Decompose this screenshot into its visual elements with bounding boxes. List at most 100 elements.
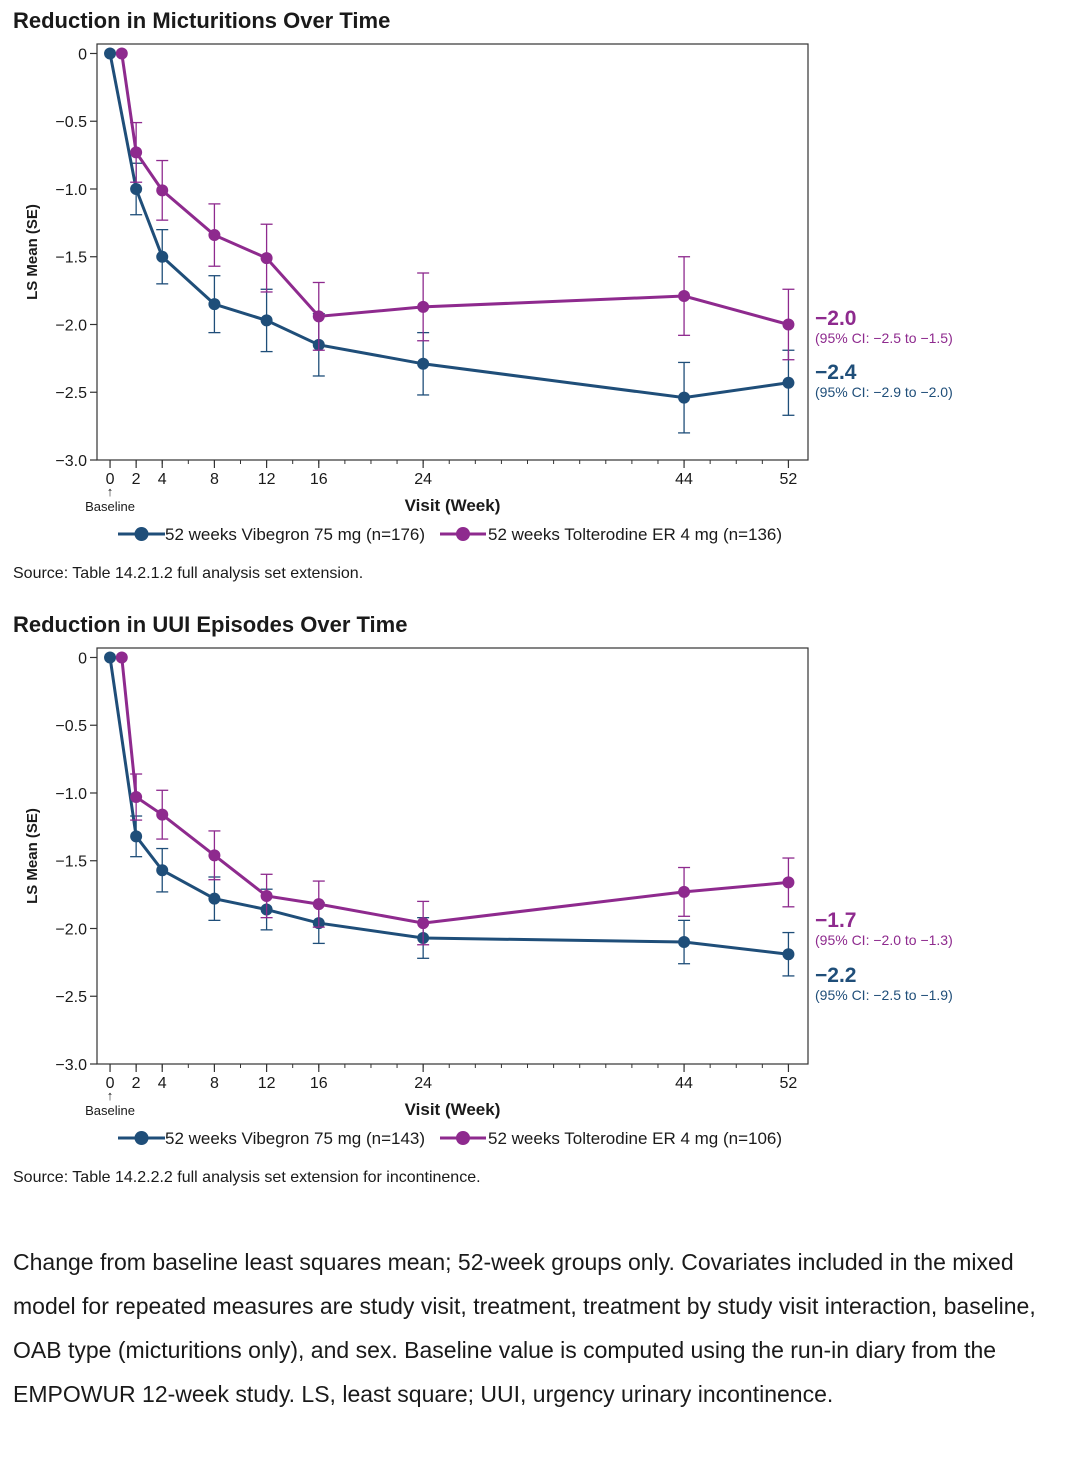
x-tick-label: 4: [158, 471, 167, 488]
series-tolterodine: [115, 651, 795, 946]
x-tick-label: 8: [210, 1075, 219, 1092]
y-tick-label: −2.5: [55, 989, 87, 1006]
plot-frame: [96, 647, 809, 1065]
data-point: [782, 948, 795, 961]
legend-marker: [456, 1131, 470, 1145]
x-tick-label: 52: [780, 471, 798, 488]
y-tick-label: −3.0: [55, 453, 87, 470]
x-tick-label: 0: [106, 471, 115, 488]
data-point: [156, 864, 169, 877]
x-tick-label: 16: [310, 471, 328, 488]
data-point: [156, 184, 169, 197]
y-tick-label: −1.5: [55, 250, 87, 267]
baseline-label: Baseline: [85, 1103, 135, 1118]
y-tick-label: −3.0: [55, 1057, 87, 1074]
y-tick-label: −2.5: [55, 385, 87, 402]
legend-marker: [456, 527, 470, 541]
series-vibegron: [104, 651, 795, 977]
baseline-label: Baseline: [85, 499, 135, 514]
data-point: [260, 314, 273, 327]
x-tick-label: 24: [414, 1075, 432, 1092]
uui-chart: 0 −0.5 −1.0 −1.5 −2.0 −2.5 −3.0 LS Mean (SE) 0 2 4…: [24, 647, 953, 1148]
source-note: Source: Table 14.2.1.2 full analysis set…: [13, 565, 364, 582]
legend-marker: [134, 1131, 149, 1145]
y-tick-label: −0.5: [55, 718, 87, 735]
y-tick-label: 0: [78, 650, 87, 667]
legend-label: 52 weeks Tolterodine ER 4 mg (n=106): [488, 1129, 782, 1148]
data-point: [678, 936, 691, 949]
series-line: [108, 657, 789, 956]
plot-frame: [96, 43, 809, 461]
x-tick-label: 4: [158, 1075, 167, 1092]
legend-label: 52 weeks Vibegron 75 mg (n=143): [165, 1129, 425, 1148]
y-tick-label: 0: [78, 46, 87, 63]
x-tick-label: 52: [780, 1075, 798, 1092]
x-tick-label: 8: [210, 471, 219, 488]
y-tick-label: −0.5: [55, 114, 87, 131]
baseline-arrow: ↑: [107, 484, 114, 499]
x-tick-label: 16: [310, 1075, 328, 1092]
end-ci-label: (95% CI: −2.0 to −1.3): [815, 932, 953, 948]
micturitions-chart-panel: Reduction in Micturitions Over Time 0 −0.…: [0, 0, 1080, 600]
data-point: [678, 885, 691, 898]
y-tick-label: −2.0: [55, 921, 87, 938]
x-tick-label: 44: [675, 471, 693, 488]
end-value-label: −2.0: [815, 307, 856, 330]
series-vibegron: [104, 47, 795, 434]
y-axis-label: LS Mean (SE): [24, 808, 41, 904]
y-tick-label: −1.0: [55, 786, 87, 803]
data-point: [260, 252, 273, 265]
uui-chart-panel: Reduction in UUI Episodes Over Time 0 −0.…: [0, 604, 1080, 1204]
series-line: [120, 53, 789, 326]
data-point: [130, 791, 143, 804]
data-point: [417, 300, 430, 313]
end-value-label: −2.2: [815, 964, 856, 987]
data-point: [130, 830, 143, 843]
data-point: [156, 808, 169, 821]
baseline-arrow: ↑: [107, 1088, 114, 1103]
data-point: [156, 250, 169, 263]
x-tick-label: 12: [258, 1075, 276, 1092]
data-point: [115, 47, 128, 60]
data-point: [782, 376, 795, 389]
y-tick-label: −2.0: [55, 317, 87, 334]
data-point: [678, 391, 691, 404]
data-point: [678, 290, 691, 303]
end-ci-label: (95% CI: −2.9 to −2.0): [815, 384, 953, 400]
micturitions-chart: 0−0.5−1.0−1.5−2.0−2.5−3.0LS Mean (SE)0 2 4…: [24, 43, 953, 544]
chart-title: Reduction in UUI Episodes Over Time: [13, 612, 408, 637]
data-point: [130, 146, 143, 159]
x-axis-label: Visit (Week): [405, 1100, 501, 1119]
x-tick-label: 44: [675, 1075, 693, 1092]
series-line: [108, 53, 789, 400]
y-tick-label: −1.0: [55, 182, 87, 199]
data-point: [208, 892, 221, 905]
data-point: [312, 898, 325, 911]
data-point: [104, 651, 117, 664]
data-point: [130, 182, 143, 195]
data-point: [782, 876, 795, 889]
data-point: [417, 357, 430, 370]
end-value-label: −2.4: [815, 361, 857, 384]
y-tick-label: −1.5: [55, 854, 87, 871]
data-point: [417, 917, 430, 930]
x-tick-label: 2: [132, 471, 141, 488]
x-tick-label: 0: [106, 1075, 115, 1092]
y-axis-label: LS Mean (SE): [24, 204, 41, 300]
legend-marker: [134, 527, 149, 541]
data-point: [782, 318, 795, 331]
source-note: Source: Table 14.2.2.2 full analysis set…: [13, 1169, 481, 1186]
legend-label: 52 weeks Tolterodine ER 4 mg (n=136): [488, 525, 782, 544]
data-point: [115, 651, 128, 664]
data-point: [208, 849, 221, 862]
data-point: [260, 889, 273, 902]
series-tolterodine: [115, 47, 795, 361]
series-line: [120, 657, 789, 925]
end-ci-label: (95% CI: −2.5 to −1.9): [815, 987, 953, 1003]
data-point: [312, 310, 325, 323]
x-tick-label: 24: [414, 471, 432, 488]
x-tick-label: 12: [258, 471, 276, 488]
legend-label: 52 weeks Vibegron 75 mg (n=176): [165, 525, 425, 544]
data-point: [208, 298, 221, 311]
end-value-label: −1.7: [815, 909, 856, 932]
